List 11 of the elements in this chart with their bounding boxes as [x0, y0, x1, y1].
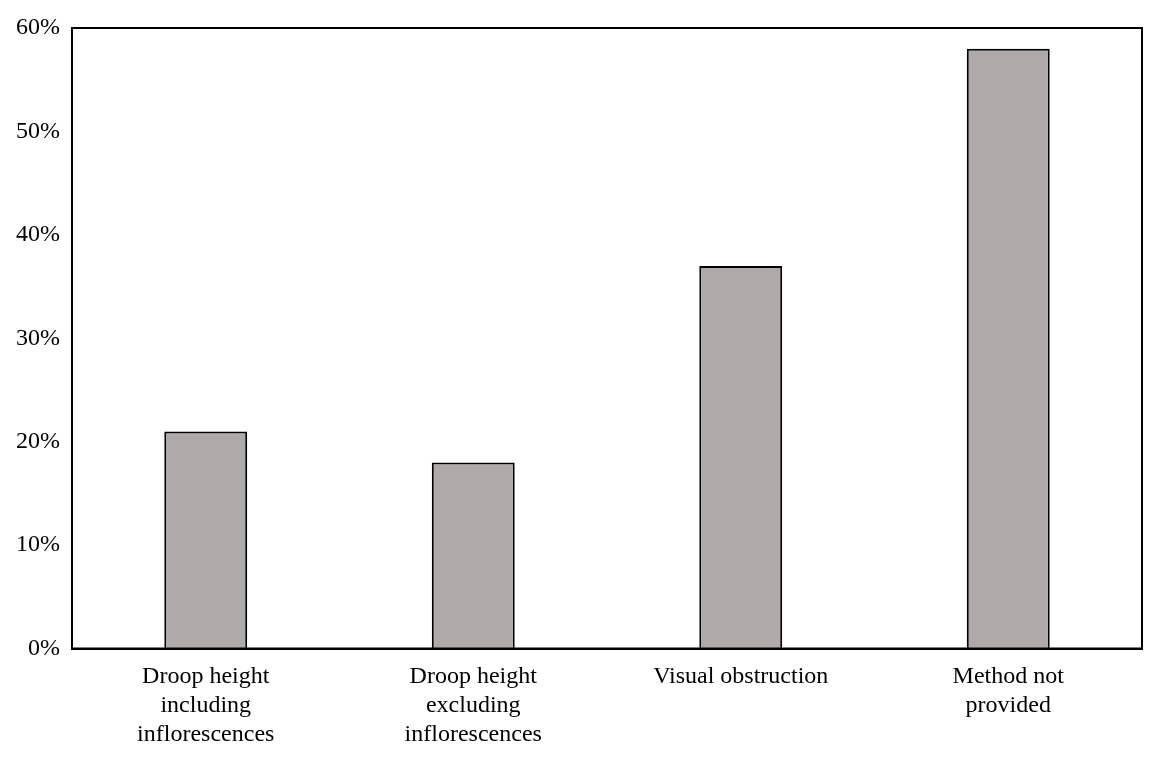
y-tick-label: 60%: [15, 13, 60, 40]
x-tick-label: Droop height including inflorescences: [137, 662, 275, 746]
x-tick-label: Visual obstruction: [653, 662, 829, 689]
y-tick-label: 30%: [15, 323, 60, 350]
y-tick-label: 0%: [27, 633, 60, 660]
y-tick-label: 50%: [15, 116, 60, 143]
y-tick-label: 20%: [15, 427, 60, 454]
x-tick-label: Droop height excluding inflorescences: [404, 662, 542, 746]
y-tick-label: 10%: [15, 530, 60, 557]
x-tick-label: Method not provided: [952, 662, 1065, 718]
y-tick-label: 40%: [15, 220, 60, 247]
